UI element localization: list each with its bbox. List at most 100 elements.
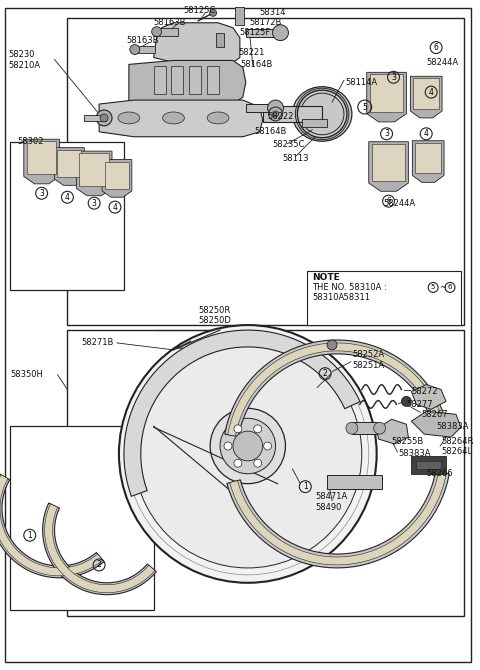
Text: 58383A: 58383A xyxy=(436,421,468,431)
Text: 58164B: 58164B xyxy=(241,60,273,69)
Bar xyxy=(302,119,327,127)
Text: 3: 3 xyxy=(39,189,44,198)
Text: 58350H: 58350H xyxy=(10,370,43,379)
Circle shape xyxy=(152,27,162,37)
Text: THE NO. 58310A :: THE NO. 58310A : xyxy=(312,283,387,292)
Polygon shape xyxy=(377,419,408,444)
Text: 6: 6 xyxy=(434,43,439,52)
Text: 3: 3 xyxy=(92,199,96,208)
Polygon shape xyxy=(58,149,81,177)
Text: 4: 4 xyxy=(65,193,70,202)
Bar xyxy=(307,271,461,325)
Text: 58164B: 58164B xyxy=(255,127,287,136)
Polygon shape xyxy=(225,340,447,437)
Polygon shape xyxy=(99,100,263,137)
Bar xyxy=(10,142,124,290)
Polygon shape xyxy=(24,139,60,184)
Text: 58210A: 58210A xyxy=(8,61,40,70)
Text: 4: 4 xyxy=(112,202,118,212)
Bar xyxy=(171,66,183,94)
Circle shape xyxy=(130,45,140,54)
Circle shape xyxy=(224,442,232,450)
Text: 6: 6 xyxy=(386,197,391,206)
Circle shape xyxy=(254,425,262,433)
Text: 58471A: 58471A xyxy=(315,492,348,501)
Polygon shape xyxy=(415,143,441,174)
Bar xyxy=(327,475,382,488)
Polygon shape xyxy=(124,330,360,496)
Text: 5: 5 xyxy=(362,103,367,111)
Bar xyxy=(207,66,219,94)
Text: 58125F: 58125F xyxy=(240,28,271,37)
Polygon shape xyxy=(129,60,246,104)
Text: 6: 6 xyxy=(448,285,452,290)
Polygon shape xyxy=(413,78,439,109)
Text: 2: 2 xyxy=(323,369,327,378)
Polygon shape xyxy=(0,474,104,578)
Circle shape xyxy=(273,25,288,41)
Polygon shape xyxy=(230,472,446,565)
Polygon shape xyxy=(228,343,444,436)
Bar xyxy=(137,46,155,52)
Text: 58266: 58266 xyxy=(426,469,453,478)
Text: 3: 3 xyxy=(384,129,389,138)
Polygon shape xyxy=(227,471,449,568)
Text: 58163B: 58163B xyxy=(154,18,186,27)
Text: 5: 5 xyxy=(431,285,435,290)
Bar xyxy=(10,426,154,610)
Bar xyxy=(411,456,446,474)
Text: 58163B: 58163B xyxy=(127,36,159,45)
Text: 58271B: 58271B xyxy=(81,338,114,348)
Circle shape xyxy=(210,9,216,16)
Text: 1: 1 xyxy=(27,531,32,540)
Text: 3: 3 xyxy=(391,73,396,82)
Bar xyxy=(189,66,201,94)
Bar xyxy=(158,27,179,36)
Polygon shape xyxy=(45,504,155,593)
Circle shape xyxy=(269,107,283,121)
Bar xyxy=(263,106,322,122)
Circle shape xyxy=(233,431,263,461)
Text: 58222: 58222 xyxy=(268,113,294,121)
Circle shape xyxy=(327,340,337,350)
Bar xyxy=(246,29,280,37)
Text: 58244A: 58244A xyxy=(426,58,458,67)
Text: 58252A: 58252A xyxy=(352,350,384,359)
Circle shape xyxy=(346,422,358,434)
Text: 4: 4 xyxy=(424,129,429,138)
Polygon shape xyxy=(410,76,442,118)
Ellipse shape xyxy=(300,93,344,135)
Text: 58125C: 58125C xyxy=(183,7,216,15)
Text: 58113: 58113 xyxy=(283,154,309,163)
Text: 58272: 58272 xyxy=(411,387,438,396)
Text: 58221: 58221 xyxy=(238,48,264,57)
Text: 58255B: 58255B xyxy=(392,437,424,446)
Polygon shape xyxy=(102,159,132,197)
Circle shape xyxy=(100,114,108,122)
Text: 58264L: 58264L xyxy=(441,448,472,456)
Text: 58310A: 58310A xyxy=(312,293,345,302)
Text: 58230: 58230 xyxy=(8,50,35,59)
Text: 58302: 58302 xyxy=(18,137,44,146)
Circle shape xyxy=(210,408,286,484)
Text: 58172B: 58172B xyxy=(250,18,282,27)
Text: 58264R: 58264R xyxy=(441,437,473,446)
Polygon shape xyxy=(369,142,408,191)
Circle shape xyxy=(220,418,276,474)
Bar xyxy=(84,115,106,121)
Text: 58235C: 58235C xyxy=(273,140,305,149)
Circle shape xyxy=(374,422,385,434)
Polygon shape xyxy=(0,475,103,576)
Bar xyxy=(235,7,244,25)
Text: 58244A: 58244A xyxy=(384,199,416,208)
Polygon shape xyxy=(367,72,407,122)
Circle shape xyxy=(234,425,242,433)
Bar xyxy=(67,330,464,616)
Text: 58383A: 58383A xyxy=(398,450,431,458)
Circle shape xyxy=(268,100,284,116)
Circle shape xyxy=(264,442,272,450)
Text: 58114A: 58114A xyxy=(345,78,377,86)
Circle shape xyxy=(119,325,377,583)
Text: 58251A: 58251A xyxy=(352,361,384,371)
Bar xyxy=(352,422,380,434)
